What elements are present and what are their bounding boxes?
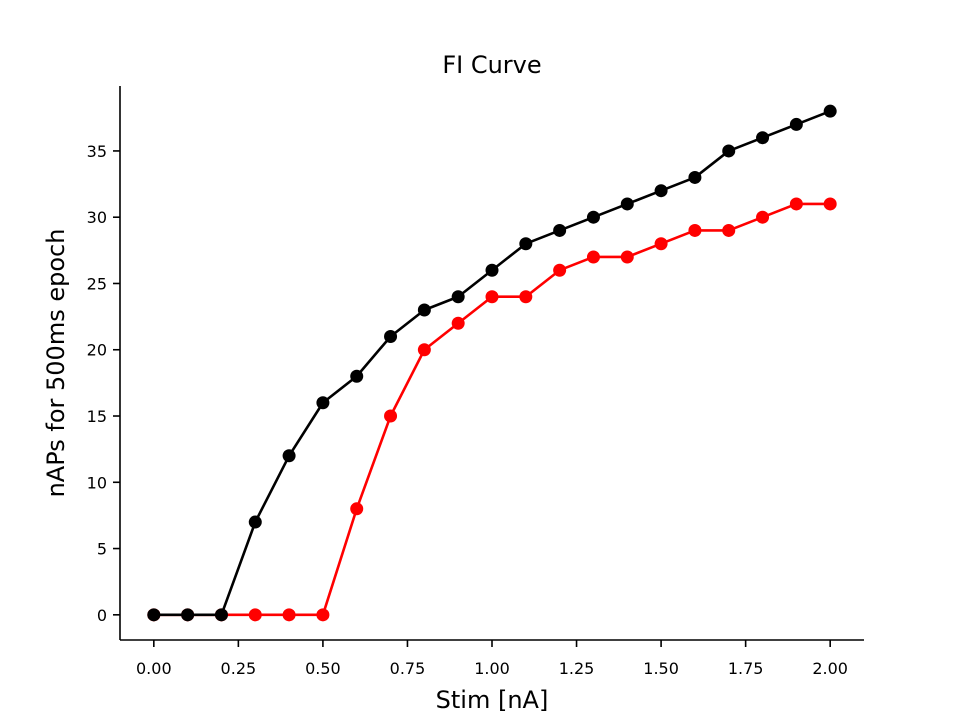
y-axis-label: nAPs for 500ms epoch	[42, 229, 70, 498]
data-point	[519, 237, 533, 251]
data-point	[620, 250, 634, 264]
x-axis-label: Stim [nA]	[436, 686, 549, 714]
data-point	[417, 303, 431, 317]
data-point	[214, 608, 228, 622]
x-tick-label: 0.50	[305, 659, 341, 678]
data-point	[316, 396, 330, 410]
x-tick-label: 2.00	[812, 659, 848, 678]
x-tick-label: 0.25	[221, 659, 257, 678]
data-point	[789, 197, 803, 211]
data-point	[688, 223, 702, 237]
data-point	[350, 502, 364, 516]
data-point	[248, 515, 262, 529]
data-point	[688, 170, 702, 184]
data-point	[553, 223, 567, 237]
data-point	[248, 608, 262, 622]
chart-title: FI Curve	[442, 51, 541, 79]
data-point	[620, 197, 634, 211]
data-point	[654, 237, 668, 251]
data-point	[316, 608, 330, 622]
data-point	[451, 290, 465, 304]
data-point	[756, 131, 770, 145]
data-point	[586, 250, 600, 264]
y-tick-label: 0	[97, 606, 107, 625]
data-point	[417, 343, 431, 357]
x-axis-ticks: 0.00 0.25 0.50 0.75 1.00 1.25 1.50 1.75 2.00	[136, 640, 848, 678]
data-point	[654, 184, 668, 198]
series-line	[153, 109, 831, 617]
plot-area	[147, 104, 837, 622]
x-tick-label: 0.75	[390, 659, 426, 678]
data-point	[485, 290, 499, 304]
data-point	[384, 409, 398, 423]
data-point	[722, 223, 736, 237]
data-point	[282, 449, 296, 463]
x-tick-label: 1.50	[643, 659, 679, 678]
data-point	[451, 316, 465, 330]
data-point	[350, 369, 364, 383]
y-tick-label: 20	[87, 341, 107, 360]
y-tick-label: 10	[87, 473, 107, 492]
y-axis-ticks: 0 5 10 15 20 25 30 35	[87, 142, 120, 625]
data-point	[586, 210, 600, 224]
data-point	[519, 290, 533, 304]
data-point	[384, 329, 398, 343]
series-1	[147, 197, 837, 622]
x-tick-label: 1.75	[728, 659, 764, 678]
y-tick-label: 25	[87, 274, 107, 293]
data-point	[789, 117, 803, 131]
y-tick-label: 5	[97, 540, 107, 559]
data-point	[756, 210, 770, 224]
data-point	[553, 263, 567, 277]
data-point	[823, 197, 837, 211]
x-tick-label: 1.25	[559, 659, 595, 678]
series-2	[147, 104, 837, 622]
data-point	[485, 263, 499, 277]
data-point	[282, 608, 296, 622]
y-tick-label: 35	[87, 142, 107, 161]
data-point	[147, 608, 161, 622]
data-point	[722, 144, 736, 158]
y-tick-label: 15	[87, 407, 107, 426]
data-point	[823, 104, 837, 118]
x-tick-label: 1.00	[474, 659, 510, 678]
y-tick-label: 30	[87, 208, 107, 227]
x-tick-label: 0.00	[136, 659, 172, 678]
data-point	[181, 608, 195, 622]
